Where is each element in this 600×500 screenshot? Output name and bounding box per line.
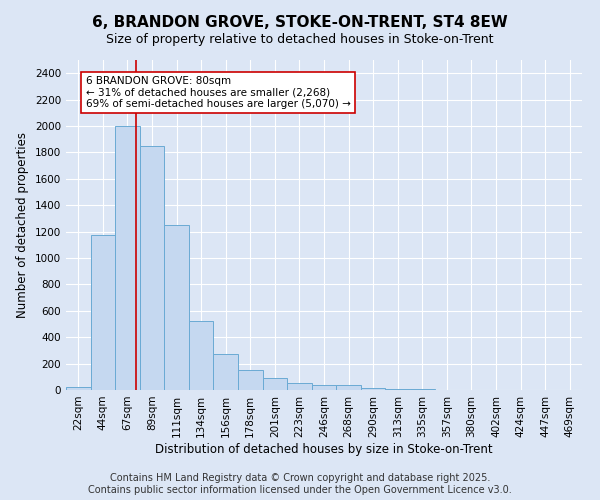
Bar xyxy=(189,322,214,390)
Bar xyxy=(385,389,410,390)
Text: 6 BRANDON GROVE: 80sqm
← 31% of detached houses are smaller (2,268)
69% of semi-: 6 BRANDON GROVE: 80sqm ← 31% of detached… xyxy=(86,76,350,109)
Bar xyxy=(287,384,312,390)
X-axis label: Distribution of detached houses by size in Stoke-on-Trent: Distribution of detached houses by size … xyxy=(155,442,493,456)
Text: Contains HM Land Registry data © Crown copyright and database right 2025.
Contai: Contains HM Land Registry data © Crown c… xyxy=(88,474,512,495)
Bar xyxy=(164,225,189,390)
Bar xyxy=(214,354,238,390)
Bar xyxy=(115,126,140,390)
Text: Size of property relative to detached houses in Stoke-on-Trent: Size of property relative to detached ho… xyxy=(106,32,494,46)
Bar xyxy=(140,146,164,390)
Y-axis label: Number of detached properties: Number of detached properties xyxy=(16,132,29,318)
Bar xyxy=(312,384,336,390)
Bar xyxy=(263,378,287,390)
Bar xyxy=(361,388,385,390)
Bar xyxy=(91,235,115,390)
Bar xyxy=(66,388,91,390)
Text: 6, BRANDON GROVE, STOKE-ON-TRENT, ST4 8EW: 6, BRANDON GROVE, STOKE-ON-TRENT, ST4 8E… xyxy=(92,15,508,30)
Bar xyxy=(336,386,361,390)
Bar xyxy=(238,370,263,390)
